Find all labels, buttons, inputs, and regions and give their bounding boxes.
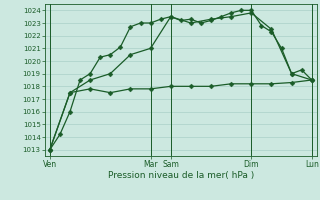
- X-axis label: Pression niveau de la mer( hPa ): Pression niveau de la mer( hPa ): [108, 171, 254, 180]
